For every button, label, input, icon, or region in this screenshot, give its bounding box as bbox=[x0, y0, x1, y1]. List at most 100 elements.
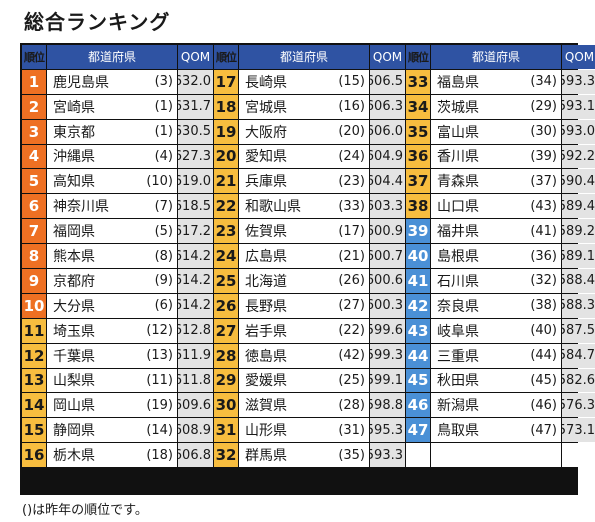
prefecture-name: 東京都 bbox=[53, 124, 95, 141]
prefecture-name: 長崎県 bbox=[245, 74, 287, 91]
previous-rank: (23) bbox=[338, 173, 365, 189]
prefecture-cell: 三重県 (44) bbox=[431, 343, 561, 368]
previous-rank: (44) bbox=[530, 348, 557, 364]
prefecture-cell: 奈良県 (38) bbox=[431, 293, 561, 318]
prefecture-name: 群馬県 bbox=[245, 448, 287, 465]
qom-score-cell: 599.3 bbox=[370, 343, 405, 368]
qom-score-cell: 606.0 bbox=[370, 119, 405, 144]
prefecture-name: 香川県 bbox=[437, 149, 479, 166]
previous-rank: (4) bbox=[154, 148, 173, 164]
prefecture-cell: 岡山県 (19) bbox=[47, 393, 177, 418]
previous-rank: (16) bbox=[338, 99, 365, 115]
previous-rank: (35) bbox=[338, 447, 365, 463]
prefecture-cell: 佐賀県 (17) bbox=[239, 219, 369, 244]
previous-rank: (9) bbox=[154, 273, 173, 289]
rank-cell: 34 bbox=[406, 94, 430, 119]
qom-score-cell: 584.7 bbox=[562, 343, 595, 368]
prefecture-name: 愛媛県 bbox=[245, 373, 287, 390]
rank-cell: 46 bbox=[406, 393, 430, 418]
previous-rank: (1) bbox=[154, 124, 173, 140]
rank-cell: 40 bbox=[406, 244, 430, 268]
previous-rank: (37) bbox=[530, 173, 557, 189]
prefecture-cell: 熊本県 (8) bbox=[47, 244, 177, 268]
qom-score-cell: 599.1 bbox=[370, 368, 405, 393]
previous-rank: (22) bbox=[338, 323, 365, 339]
rank-cell: 38 bbox=[406, 194, 430, 219]
previous-rank: (3) bbox=[154, 74, 173, 90]
rank-cell: 5 bbox=[22, 169, 46, 194]
header-rank: 順位 bbox=[406, 45, 430, 69]
previous-rank: (39) bbox=[530, 148, 557, 164]
rank-cell: 14 bbox=[22, 393, 46, 418]
qom-score-cell: 612.8 bbox=[178, 318, 213, 343]
qom-score-cell: 632.0 bbox=[178, 69, 213, 94]
rank-cell: 31 bbox=[214, 418, 238, 443]
prefecture-cell: 鳥取県 (47) bbox=[431, 418, 561, 443]
rank-cell: 9 bbox=[22, 269, 46, 293]
rank-cell: 37 bbox=[406, 169, 430, 194]
prefecture-name: 秋田県 bbox=[437, 373, 479, 390]
prefecture-cell: 北海道 (26) bbox=[239, 269, 369, 293]
header-score: QOM bbox=[178, 45, 213, 69]
prefecture-name: 徳島県 bbox=[245, 348, 287, 365]
header-prefecture: 都道府県 bbox=[431, 45, 561, 69]
prefecture-name: 兵庫県 bbox=[245, 174, 287, 191]
prefecture-cell: 宮城県 (16) bbox=[239, 94, 369, 119]
previous-rank: (43) bbox=[530, 198, 557, 214]
header-rank: 順位 bbox=[214, 45, 238, 69]
prefecture-cell: 山梨県 (11) bbox=[47, 368, 177, 393]
prefecture-cell: 静岡県 (14) bbox=[47, 418, 177, 443]
previous-rank: (20) bbox=[338, 124, 365, 140]
previous-rank: (33) bbox=[338, 198, 365, 214]
prefecture-name: 宮崎県 bbox=[53, 99, 95, 116]
prefecture-cell: 福島県 (34) bbox=[431, 69, 561, 94]
qom-score-cell: 606.3 bbox=[370, 94, 405, 119]
prefecture-cell: 和歌山県 (33) bbox=[239, 194, 369, 219]
qom-score-cell: 614.2 bbox=[178, 293, 213, 318]
footnote: ()は昨年の順位です。 bbox=[22, 503, 148, 518]
rank-cell: 44 bbox=[406, 343, 430, 368]
prefecture-cell: 福井県 (41) bbox=[431, 219, 561, 244]
qom-score-cell: 573.1 bbox=[562, 418, 595, 443]
qom-score-cell: 593.1 bbox=[562, 94, 595, 119]
prefecture-cell: 京都府 (9) bbox=[47, 269, 177, 293]
prefecture-cell: 青森県 (37) bbox=[431, 169, 561, 194]
prefecture-cell: 富山県 (30) bbox=[431, 119, 561, 144]
header-prefecture: 都道府県 bbox=[47, 45, 177, 69]
prefecture-name: 福井県 bbox=[437, 224, 479, 241]
prefecture-cell: 広島県 (21) bbox=[239, 244, 369, 268]
rank-cell: 20 bbox=[214, 144, 238, 169]
prefecture-cell: 大阪府 (20) bbox=[239, 119, 369, 144]
ranking-table: 順位都道府県QOM順位都道府県QOM順位都道府県QOM1鹿児島県(3)632.0… bbox=[22, 45, 595, 492]
prefecture-cell: 高知県 (10) bbox=[47, 169, 177, 194]
prefecture-name: 北海道 bbox=[245, 273, 287, 290]
qom-score-cell: 614.2 bbox=[178, 244, 213, 268]
prefecture-cell: 山口県 (43) bbox=[431, 194, 561, 219]
prefecture-cell: 滋賀県 (28) bbox=[239, 393, 369, 418]
prefecture-name: 高知県 bbox=[53, 174, 95, 191]
rank-cell: 19 bbox=[214, 119, 238, 144]
qom-score-cell: 600.3 bbox=[370, 293, 405, 318]
rank-cell: 30 bbox=[214, 393, 238, 418]
rank-cell: 18 bbox=[214, 94, 238, 119]
rank-cell: 29 bbox=[214, 368, 238, 393]
rank-cell: 1 bbox=[22, 69, 46, 94]
prefecture-name: 石川県 bbox=[437, 273, 479, 290]
rank-cell: 11 bbox=[22, 318, 46, 343]
rank-cell: 32 bbox=[214, 443, 238, 468]
previous-rank: (25) bbox=[338, 372, 365, 388]
prefecture-cell: 愛知県 (24) bbox=[239, 144, 369, 169]
prefecture-cell: 福岡県 (5) bbox=[47, 219, 177, 244]
qom-score-cell: 600.6 bbox=[370, 269, 405, 293]
qom-score-cell: 588.3 bbox=[562, 293, 595, 318]
prefecture-cell: 香川県 (39) bbox=[431, 144, 561, 169]
qom-score-cell: 576.3 bbox=[562, 393, 595, 418]
header-rank: 順位 bbox=[22, 45, 46, 69]
prefecture-cell: 鹿児島県 (3) bbox=[47, 69, 177, 94]
prefecture-name: 熊本県 bbox=[53, 249, 95, 266]
qom-score-cell: 593.3 bbox=[562, 69, 595, 94]
rank-cell: 21 bbox=[214, 169, 238, 194]
header-prefecture: 都道府県 bbox=[239, 45, 369, 69]
qom-score-cell: 593.3 bbox=[370, 443, 405, 468]
rank-cell: 22 bbox=[214, 194, 238, 219]
